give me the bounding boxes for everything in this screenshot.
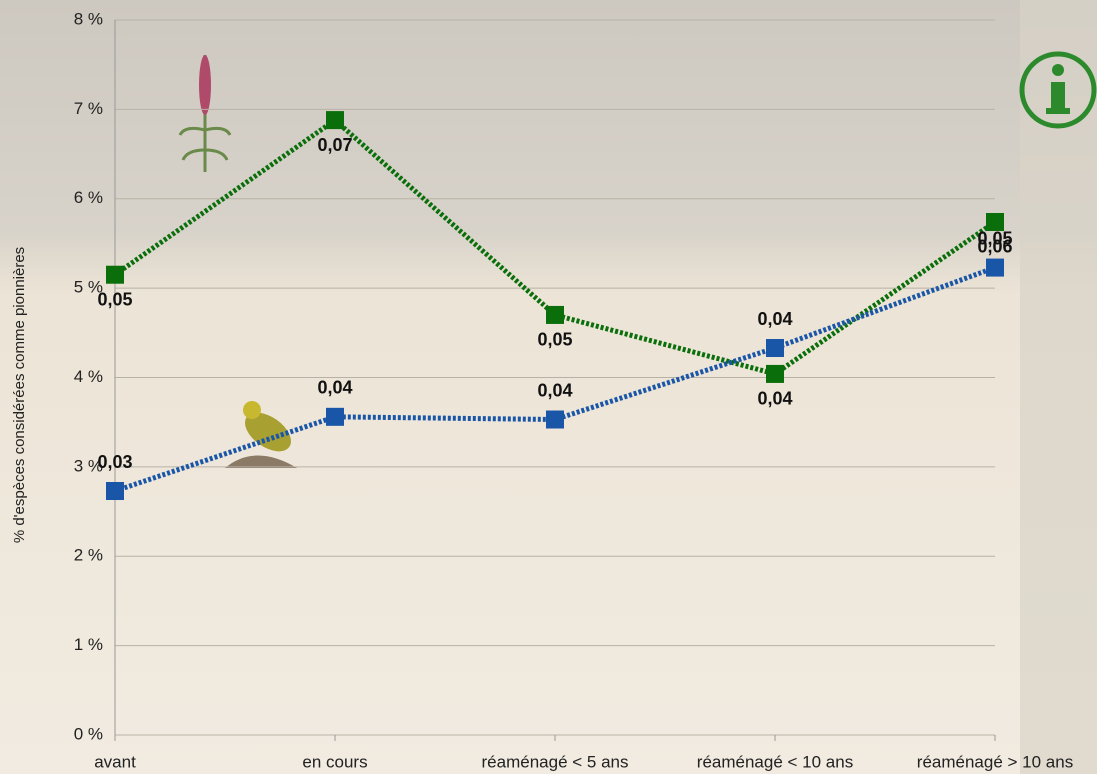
value-label: 0,04 [757,389,792,409]
marker [106,482,124,501]
value-label: 0,07 [317,135,352,155]
y-tick-label: 7 % [74,99,103,118]
y-tick-label: 5 % [74,278,103,297]
value-label: 0,03 [97,452,132,472]
value-label: 0,05 [537,330,572,350]
x-tick-label: en cours [302,752,367,771]
x-tick-label: réaménagé > 10 ans [917,752,1073,771]
marker [326,407,344,426]
y-tick-label: 6 % [74,188,103,207]
marker [546,410,564,429]
marker [766,339,784,358]
y-tick-label: 2 % [74,546,103,565]
marker [766,364,784,383]
x-tick-label: réaménagé < 5 ans [482,752,629,771]
value-label: 0,04 [757,309,792,329]
y-axis-label: % d'espèces considérées comme pionnières [11,247,28,543]
x-tick-label: réaménagé < 10 ans [697,752,853,771]
value-label: 0,04 [537,380,572,400]
marker [106,265,124,284]
marker [986,212,1004,231]
y-tick-label: 3 % [74,456,103,475]
info-icon [1019,51,1097,129]
y-tick-label: 0 % [74,724,103,743]
value-label: 0,05 [97,289,132,309]
flower-illustration [178,55,232,172]
marker [986,258,1004,277]
bird-illustration [225,401,297,468]
background-edge [1020,0,1097,774]
value-label: 0,06 [977,237,1012,257]
value-label: 0,04 [317,378,352,398]
marker [326,111,344,130]
x-tick-label: avant [94,752,136,771]
y-tick-label: 8 % [74,9,103,28]
value-label: 0,05 [977,228,1012,248]
y-tick-label: 1 % [74,635,103,654]
y-tick-label: 4 % [74,367,103,386]
marker [546,305,564,324]
